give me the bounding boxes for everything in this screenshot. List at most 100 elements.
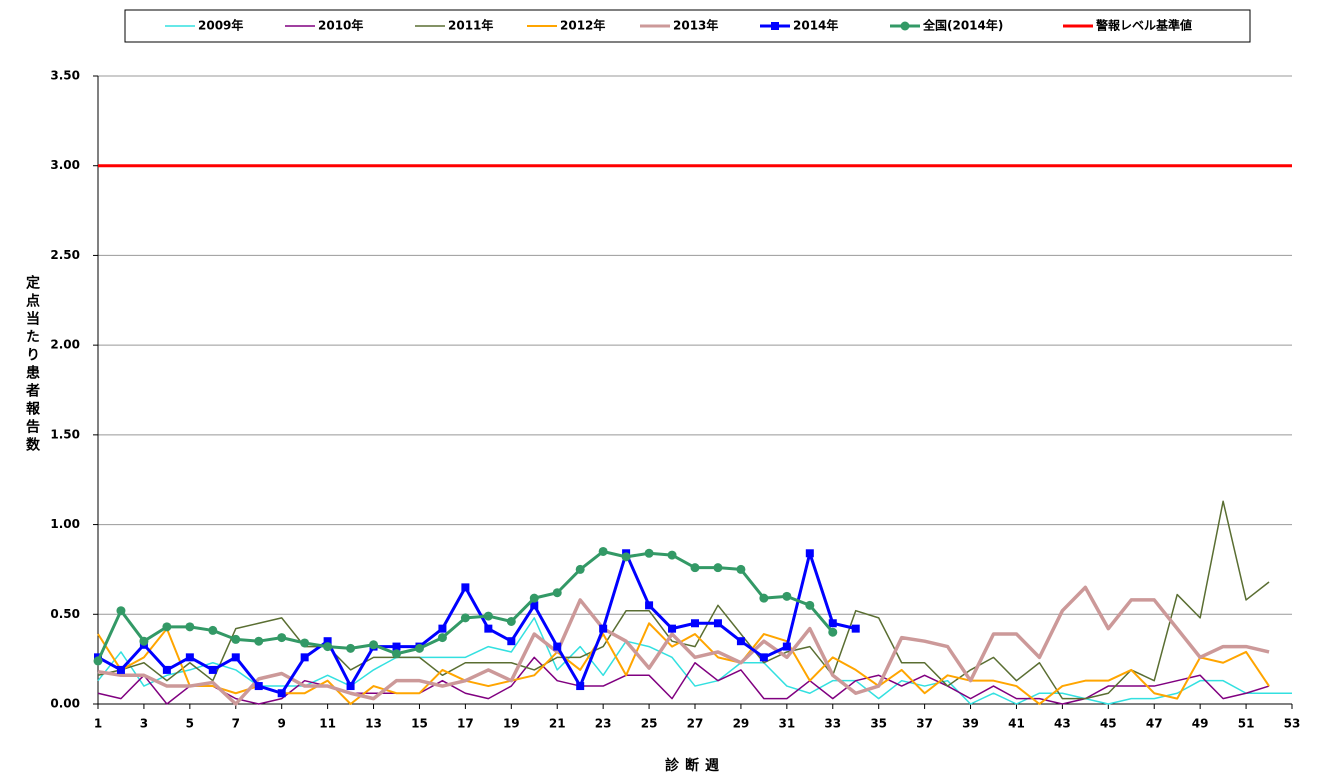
series-line — [96, 549, 834, 662]
marker — [759, 653, 768, 662]
marker — [438, 624, 447, 633]
x-tick-label: 19 — [503, 717, 520, 731]
marker — [437, 633, 447, 643]
marker — [530, 601, 539, 610]
x-tick-label: 51 — [1238, 717, 1255, 731]
legend-label: 2014年 — [793, 18, 838, 33]
legend-label: 全国(2014年) — [922, 18, 1003, 33]
marker — [461, 583, 470, 592]
x-tick-label: 53 — [1284, 717, 1301, 731]
y-tick-label: 0.00 — [50, 697, 80, 711]
x-tick-label: 35 — [870, 717, 887, 731]
x-tick-label: 33 — [824, 717, 841, 731]
x-tick-label: 1 — [94, 717, 102, 731]
y-tick-label: 3.50 — [50, 69, 80, 83]
marker — [691, 619, 699, 628]
series-line — [97, 551, 857, 695]
marker — [529, 593, 539, 603]
legend-label: 2013年 — [673, 18, 718, 33]
x-tick-label: 41 — [1008, 717, 1025, 731]
marker — [162, 622, 172, 632]
marker — [668, 624, 677, 633]
marker — [185, 653, 194, 662]
y-tick-label: 1.50 — [50, 427, 80, 441]
x-tick-label: 13 — [365, 717, 382, 731]
marker — [162, 665, 171, 674]
marker — [736, 637, 745, 646]
marker — [507, 637, 516, 646]
x-tick-label: 49 — [1192, 717, 1209, 731]
marker — [621, 552, 631, 562]
marker — [300, 638, 310, 648]
marker — [713, 619, 722, 628]
x-tick-label: 11 — [319, 717, 336, 731]
series-line — [97, 585, 1270, 706]
marker — [139, 636, 149, 646]
marker — [828, 627, 838, 637]
marker — [254, 636, 264, 646]
marker — [116, 606, 126, 616]
marker — [736, 564, 746, 574]
legend-marker — [771, 22, 779, 30]
marker — [277, 633, 287, 643]
marker — [782, 591, 792, 601]
marker — [576, 682, 585, 691]
series-line — [97, 622, 1270, 705]
y-tick-label: 3.00 — [50, 158, 80, 172]
x-tick-label: 29 — [733, 717, 750, 731]
marker — [323, 642, 333, 652]
marker — [598, 546, 608, 556]
legend-label: 警報レベル基準値 — [1095, 18, 1192, 33]
x-tick-label: 17 — [457, 717, 474, 731]
marker — [644, 548, 654, 558]
marker — [645, 601, 654, 610]
marker — [93, 656, 103, 666]
x-tick-label: 23 — [595, 717, 612, 731]
x-tick-label: 31 — [778, 717, 795, 731]
series-line — [97, 656, 1270, 705]
marker — [116, 665, 125, 674]
marker — [483, 611, 493, 621]
marker — [828, 619, 837, 628]
legend-label: 2011年 — [448, 18, 493, 33]
x-tick-label: 27 — [687, 717, 704, 731]
marker — [713, 563, 723, 573]
y-tick-label: 0.50 — [50, 607, 80, 621]
marker — [805, 549, 814, 558]
x-tick-label: 15 — [411, 717, 428, 731]
marker — [553, 642, 562, 651]
marker — [231, 653, 240, 662]
x-axis-label: 診断週 — [665, 757, 725, 774]
marker — [369, 640, 379, 650]
x-tick-label: 37 — [916, 717, 933, 731]
marker — [484, 624, 493, 633]
y-tick-label: 2.00 — [50, 338, 80, 352]
legend-label: 2012年 — [560, 18, 605, 33]
x-tick-label: 43 — [1054, 717, 1071, 731]
marker — [392, 649, 401, 659]
marker — [346, 682, 355, 691]
legend-label: 2009年 — [198, 18, 243, 33]
marker — [599, 624, 608, 633]
marker — [346, 643, 356, 653]
marker — [460, 613, 470, 623]
marker — [552, 588, 562, 598]
marker — [277, 689, 286, 698]
y-tick-label: 1.00 — [50, 517, 80, 531]
marker — [208, 625, 218, 635]
x-tick-label: 5 — [186, 717, 194, 731]
marker — [667, 550, 677, 560]
marker — [300, 653, 309, 662]
legend-label: 2010年 — [318, 18, 363, 33]
y-axis-label: 定点当たり患者報告数 — [24, 274, 40, 455]
marker — [185, 622, 195, 632]
y-tick-label: 2.50 — [50, 248, 80, 262]
marker — [759, 593, 769, 603]
marker — [575, 564, 585, 574]
x-tick-label: 25 — [641, 717, 658, 731]
marker — [805, 600, 815, 610]
x-tick-label: 39 — [962, 717, 979, 731]
marker — [231, 634, 241, 644]
marker — [851, 624, 860, 633]
